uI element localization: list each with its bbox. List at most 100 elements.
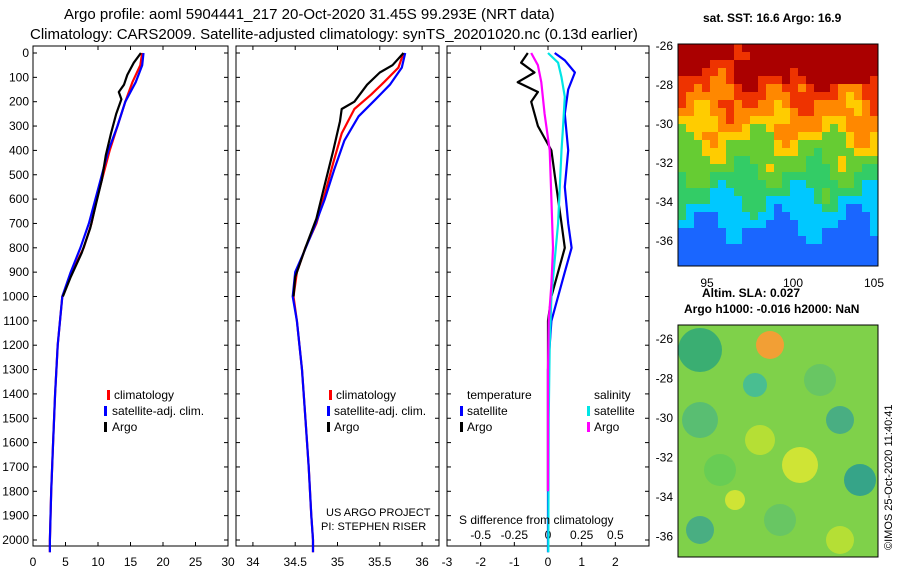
- sst-cell: [742, 164, 750, 172]
- sst-cell: [798, 60, 806, 68]
- sst-cell: [790, 148, 798, 156]
- sst-cell: [822, 84, 830, 92]
- sst-cell: [830, 212, 838, 220]
- sst-cell: [686, 196, 694, 204]
- sst-cell: [750, 92, 758, 100]
- sst-cell: [726, 236, 734, 244]
- sst-cell: [702, 68, 710, 76]
- sst-cell: [862, 100, 870, 108]
- sst-cell: [686, 244, 694, 252]
- sst-cell: [846, 196, 854, 204]
- sst-cell: [814, 60, 822, 68]
- sst-cell: [694, 92, 702, 100]
- sst-cell: [806, 220, 814, 228]
- sst-cell: [814, 132, 822, 140]
- sst-cell: [806, 60, 814, 68]
- sst-cell: [742, 140, 750, 148]
- sst-cell: [678, 100, 686, 108]
- sst-cell: [782, 244, 790, 252]
- sst-cell: [686, 60, 694, 68]
- sst-cell: [806, 108, 814, 116]
- sst-cell: [742, 236, 750, 244]
- sst-cell: [718, 84, 726, 92]
- sst-cell: [870, 76, 878, 84]
- sst-cell: [702, 140, 710, 148]
- sst-cell: [822, 188, 830, 196]
- sst-cell: [774, 156, 782, 164]
- sst-cell: [718, 164, 726, 172]
- sst-cell: [758, 92, 766, 100]
- sst-cell: [838, 124, 846, 132]
- sst-cell: [710, 180, 718, 188]
- sst-cell: [710, 76, 718, 84]
- sst-cell: [758, 124, 766, 132]
- sst-cell: [870, 44, 878, 52]
- sst-cell: [870, 244, 878, 252]
- sst-cell: [678, 132, 686, 140]
- sst-cell: [806, 164, 814, 172]
- sst-cell: [862, 228, 870, 236]
- sst-cell: [678, 140, 686, 148]
- series-line-t-argo: [516, 52, 566, 492]
- sst-cell: [830, 196, 838, 204]
- sst-cell: [862, 156, 870, 164]
- sst-cell: [854, 44, 862, 52]
- sst-cell: [766, 132, 774, 140]
- sst-cell: [870, 60, 878, 68]
- sst-cell: [814, 252, 822, 260]
- sst-cell: [774, 188, 782, 196]
- sst-cell: [766, 172, 774, 180]
- sst-cell: [678, 60, 686, 68]
- sst-cell: [862, 76, 870, 84]
- sst-cell: [686, 228, 694, 236]
- sst-cell: [798, 244, 806, 252]
- sst-cell: [750, 60, 758, 68]
- sst-cell: [710, 140, 718, 148]
- sst-cell: [678, 260, 686, 266]
- sst-cell: [718, 172, 726, 180]
- x-tick-label: 2: [612, 555, 619, 569]
- sst-cell: [694, 60, 702, 68]
- sst-cell: [782, 124, 790, 132]
- sst-cell: [686, 188, 694, 196]
- sst-cell: [830, 228, 838, 236]
- sst-cell: [750, 84, 758, 92]
- y-tick-label: 100: [9, 70, 29, 84]
- y-tick-label: 2000: [2, 533, 29, 547]
- x-tick-label: 20: [156, 555, 170, 569]
- sst-cell: [854, 156, 862, 164]
- sst-cell: [814, 236, 822, 244]
- sst-cell: [678, 244, 686, 252]
- sst-cell: [742, 116, 750, 124]
- legend-climatology: climatology: [336, 388, 396, 402]
- sst-cell: [862, 60, 870, 68]
- sst-cell: [678, 44, 686, 52]
- sst-cell: [734, 92, 742, 100]
- sst-cell: [830, 140, 838, 148]
- sst-cell: [822, 260, 830, 266]
- sst-cell: [798, 228, 806, 236]
- series-line-argo: [292, 52, 405, 297]
- sst-cell: [798, 164, 806, 172]
- sst-cell: [702, 124, 710, 132]
- sst-cell: [750, 236, 758, 244]
- sst-cell: [718, 204, 726, 212]
- sst-cell: [758, 236, 766, 244]
- sst-cell: [718, 212, 726, 220]
- sst-cell: [798, 124, 806, 132]
- sst-cell: [806, 228, 814, 236]
- sst-cell: [806, 76, 814, 84]
- sst-cell: [822, 100, 830, 108]
- sst-cell: [718, 236, 726, 244]
- sst-cell: [758, 116, 766, 124]
- sst-cell: [870, 116, 878, 124]
- sst-cell: [742, 260, 750, 266]
- sst-cell: [710, 164, 718, 172]
- y-tick-label: 800: [9, 241, 29, 255]
- sst-cell: [742, 220, 750, 228]
- sst-cell: [694, 236, 702, 244]
- y-tick-label: 600: [9, 192, 29, 206]
- sst-cell: [790, 164, 798, 172]
- sst-cell: [766, 124, 774, 132]
- sst-cell: [694, 140, 702, 148]
